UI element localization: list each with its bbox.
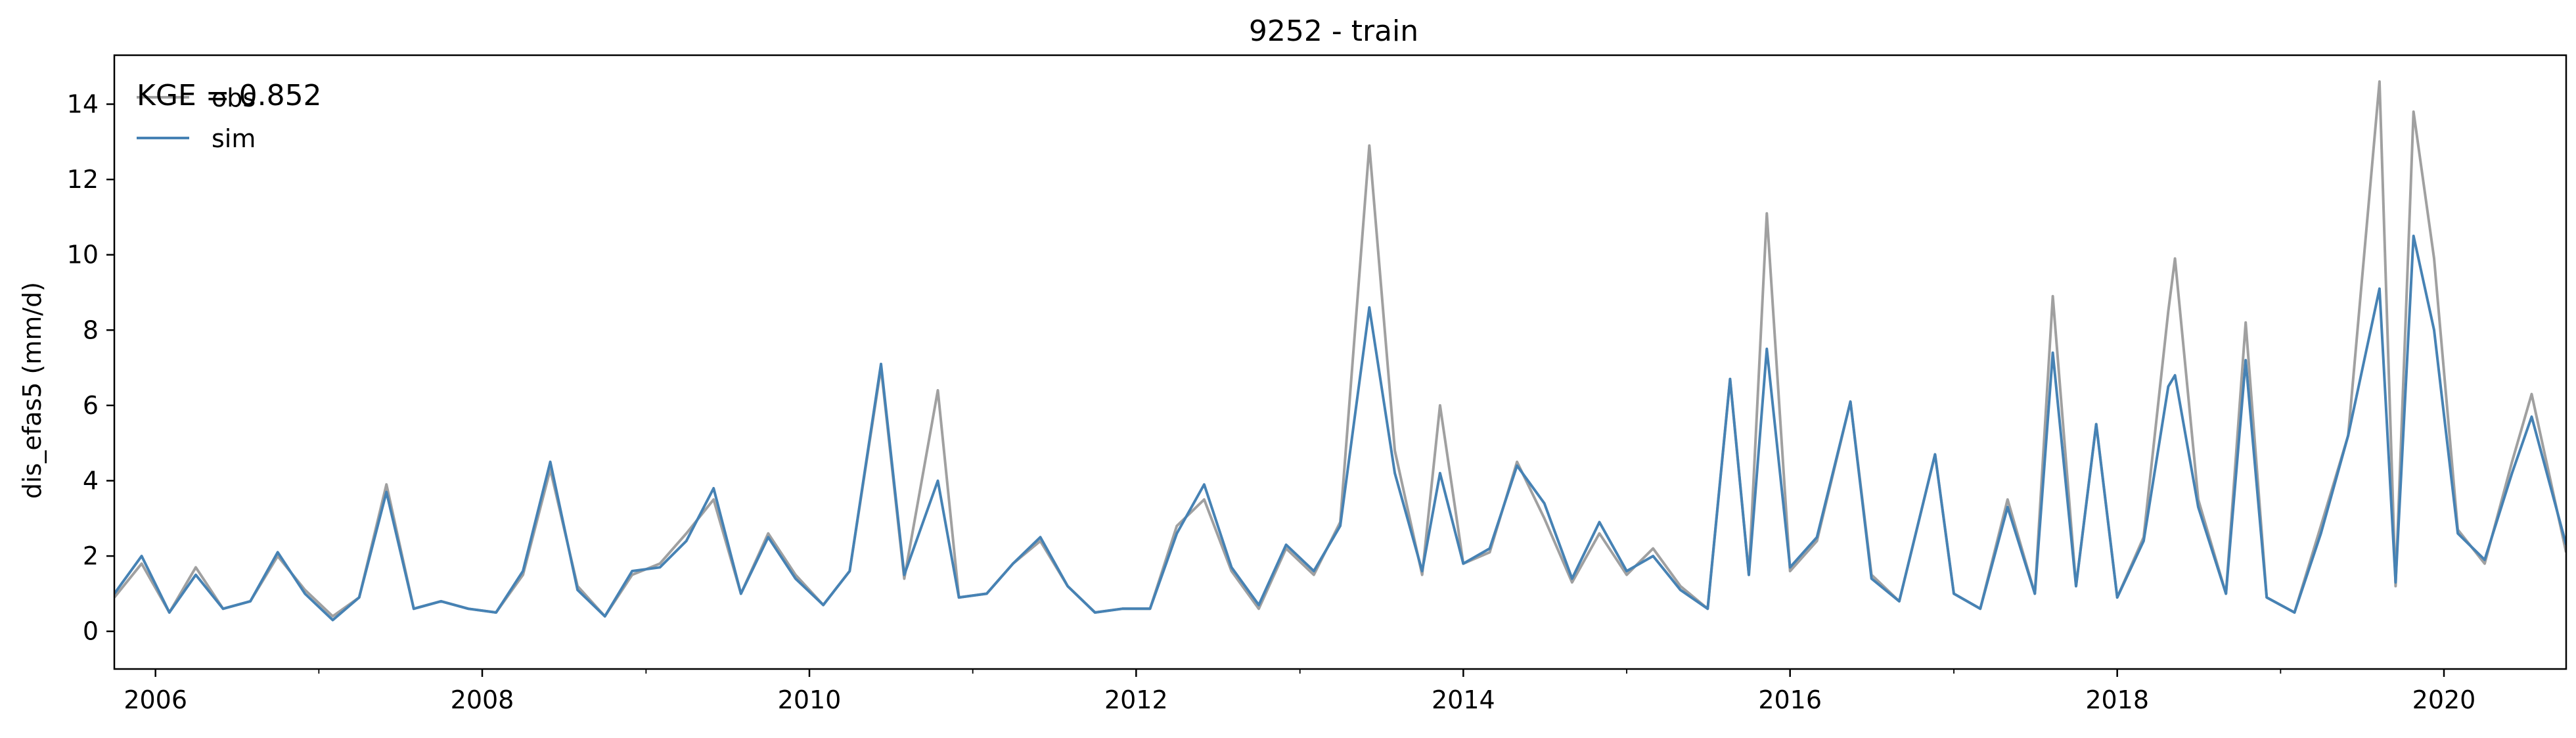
legend-obs-label: obs <box>212 83 256 112</box>
x-tick-label-2006: 2006 <box>124 685 187 714</box>
x-tick-label-2016: 2016 <box>1758 685 1822 714</box>
plot-layer <box>114 80 2566 622</box>
y-tick-label-4: 4 <box>83 466 99 495</box>
kge-annotation: KGE = 0.852 <box>137 79 322 112</box>
y-tick-label-8: 8 <box>83 315 99 344</box>
x-tick-label-2010: 2010 <box>778 685 842 714</box>
x-tick-label-2012: 2012 <box>1104 685 1168 714</box>
chart-title: 9252 - train <box>1249 14 1418 48</box>
x-tick-label-2018: 2018 <box>2085 685 2149 714</box>
axes-layer: 0 2 4 6 8 10 12 14 2006 2008 2010 2012 2014 2016 2018 2… <box>67 54 2567 714</box>
y-tick-label-0: 0 <box>83 617 99 646</box>
y-tick-label-12: 12 <box>67 165 99 194</box>
y-tick-label-6: 6 <box>83 391 99 420</box>
series-line-obs <box>114 80 2566 618</box>
series-line-sim <box>114 235 2566 622</box>
x-tick-label-2020: 2020 <box>2412 685 2476 714</box>
x-tick-label-2014: 2014 <box>1432 685 1495 714</box>
y-tick-label-10: 10 <box>67 241 99 269</box>
plot-frame <box>113 54 2567 670</box>
x-tick-label-2008: 2008 <box>451 685 514 714</box>
y-tick-label-2: 2 <box>83 542 99 570</box>
legend-sim-label: sim <box>212 124 256 153</box>
legend: obs sim KGE = 0.852 <box>137 79 322 153</box>
y-axis-label: dis_efas5 (mm/d) <box>18 282 47 499</box>
y-tick-label-14: 14 <box>67 89 99 118</box>
